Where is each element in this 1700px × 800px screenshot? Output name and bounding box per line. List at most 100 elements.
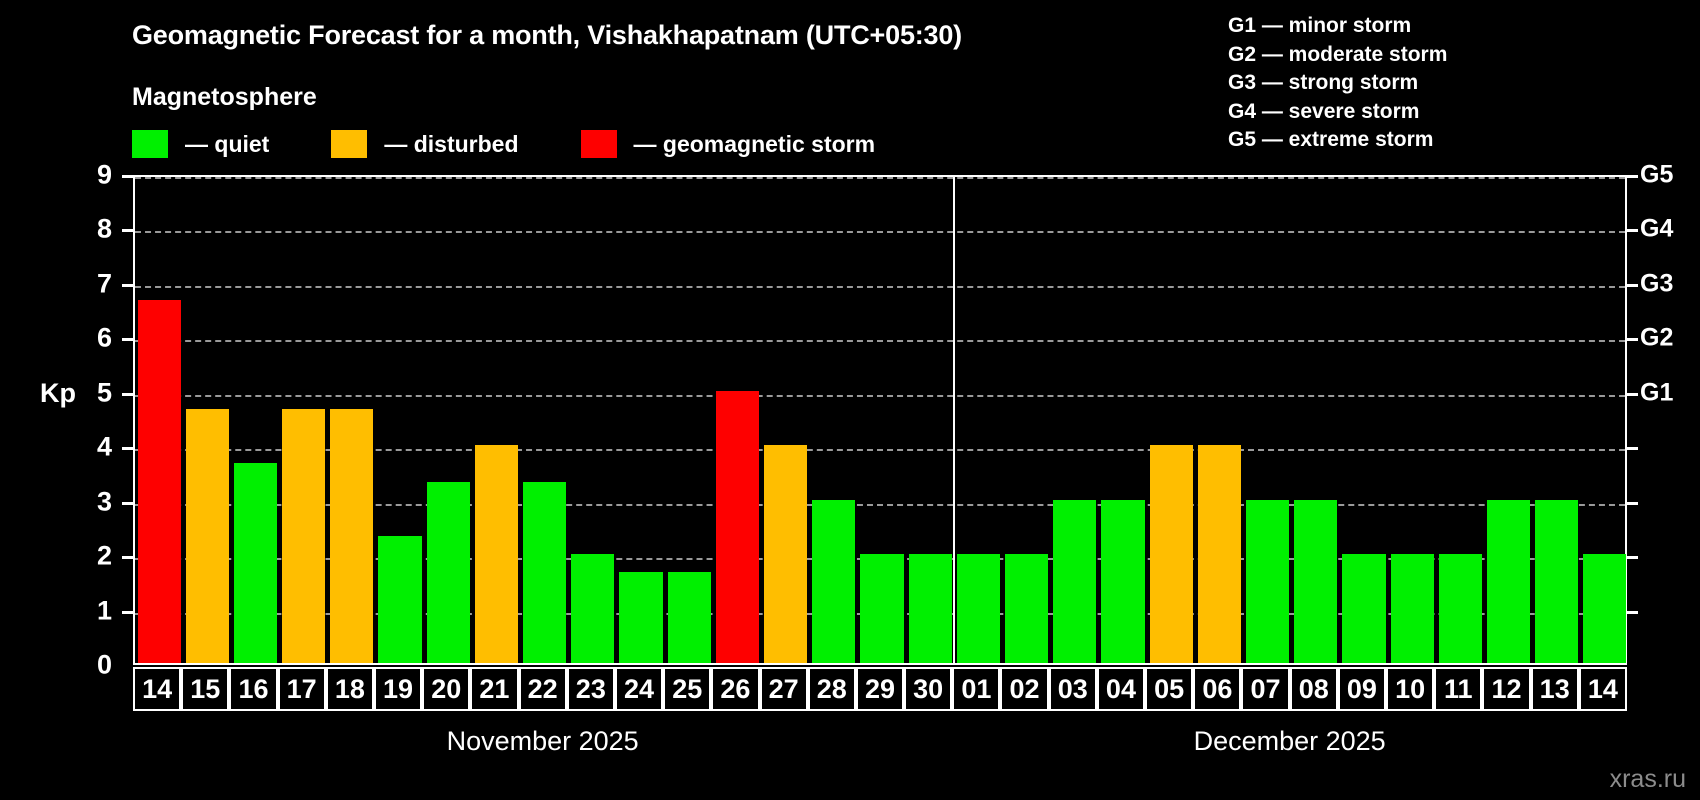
page-title: Geomagnetic Forecast for a month, Vishak…: [132, 20, 962, 50]
bar: [764, 445, 808, 663]
g-axis-label: G3: [1640, 269, 1674, 298]
bar: [812, 499, 856, 663]
day-label-axis: 14 15 16 17 18 19 20 21 22 23 24 25 26 27 28 29 30 01 02 03…: [133, 667, 1627, 711]
y-axis-title: Kp: [40, 378, 76, 408]
bar: [1245, 499, 1290, 663]
day-label: 12: [1482, 667, 1531, 711]
bar: [667, 572, 711, 663]
day-label: 13: [1530, 667, 1579, 711]
bar: [1004, 554, 1049, 663]
bar: [1486, 499, 1531, 663]
bar: [1535, 499, 1579, 663]
day-label: 16: [229, 667, 278, 711]
legend-item: — quiet: [132, 130, 269, 158]
bar: [1390, 554, 1434, 663]
gridline: [135, 231, 1625, 234]
g-tick-mark: [1627, 392, 1638, 396]
legend-item-label: — quiet: [185, 130, 270, 157]
bars-layer: [135, 177, 1627, 663]
day-label: 27: [759, 667, 808, 711]
gscale-legend-line: G3 — strong storm: [1228, 71, 1419, 95]
y-axis-tick-label: 3: [96, 486, 112, 517]
day-label: 18: [325, 667, 374, 711]
g-axis-label: G2: [1640, 323, 1674, 352]
gridline: [135, 394, 1625, 397]
bar: [1342, 554, 1386, 663]
y-tick-mark: [122, 501, 133, 505]
day-label: 08: [1289, 667, 1338, 711]
bar: [1053, 499, 1097, 663]
month-caption: November 2025: [446, 726, 639, 756]
y-tick-mark: [122, 283, 133, 287]
bar: [137, 299, 181, 663]
bar: [1197, 445, 1241, 663]
gridline: [135, 449, 1625, 452]
day-label: 05: [1145, 667, 1194, 711]
y-tick-mark: [122, 175, 133, 178]
day-label: 04: [1096, 667, 1146, 711]
y-tick-mark: [122, 556, 133, 560]
gscale-legend-line: G1 — minor storm: [1228, 14, 1412, 37]
gridline: [135, 340, 1625, 343]
g-axis-label: G5: [1640, 160, 1674, 189]
legend-heading: Magnetosphere: [132, 83, 317, 111]
g-axis-label: G1: [1640, 378, 1674, 407]
y-axis-tick-label: 8: [96, 213, 112, 244]
g-tick-mark: [1627, 501, 1638, 505]
gridline: [135, 177, 1625, 179]
day-label: 30: [904, 667, 953, 711]
month-divider: [953, 177, 956, 663]
bar: [426, 481, 470, 663]
y-tick-mark: [122, 447, 133, 451]
day-label: 26: [711, 667, 760, 711]
bar: [1294, 499, 1338, 663]
day-label: 01: [952, 667, 1001, 711]
day-label: 14: [1578, 667, 1627, 711]
day-label: 14: [133, 667, 182, 711]
legend-swatch-icon: [580, 130, 617, 158]
g-tick-mark: [1627, 610, 1638, 614]
y-axis-tick-label: 6: [96, 322, 112, 353]
day-label: 07: [1241, 667, 1290, 711]
day-label: 09: [1337, 667, 1387, 711]
bar: [1101, 499, 1145, 663]
day-label: 06: [1193, 667, 1242, 711]
gscale-legend-line: G5 — extreme storm: [1228, 128, 1434, 152]
gridline: [135, 503, 1625, 506]
g-axis-label: G4: [1640, 214, 1674, 243]
y-axis-tick-label: 1: [96, 595, 112, 626]
month-caption: December 2025: [1193, 726, 1386, 756]
legend-item: — geomagnetic storm: [580, 130, 876, 158]
y-axis-tick-label: 2: [96, 540, 112, 571]
day-label: 10: [1386, 667, 1435, 711]
day-label: 28: [807, 667, 856, 711]
legend-item-label: — disturbed: [384, 130, 519, 157]
day-label: 29: [855, 667, 905, 711]
day-label: 19: [373, 667, 423, 711]
day-label: 24: [614, 667, 664, 711]
bar: [378, 536, 422, 663]
g-tick-mark: [1627, 283, 1638, 287]
g-tick-mark: [1627, 556, 1638, 560]
day-label: 11: [1434, 667, 1483, 711]
bar: [1149, 445, 1193, 663]
day-label: 22: [518, 667, 567, 711]
day-label: 17: [277, 667, 326, 711]
legend-swatch-icon: [331, 130, 368, 158]
day-label: 23: [566, 667, 615, 711]
bar: [474, 445, 519, 663]
watermark: xras.ru: [1609, 765, 1686, 793]
bar: [1583, 554, 1627, 663]
bar: [282, 408, 326, 663]
bar: [185, 408, 229, 663]
bar: [619, 572, 663, 663]
y-tick-mark: [122, 338, 133, 342]
legend-item-label: — geomagnetic storm: [633, 130, 876, 157]
magnetosphere-legend: — quiet — disturbed — geomagnetic storm: [132, 130, 875, 158]
bar: [1438, 554, 1482, 663]
bar: [330, 408, 374, 663]
day-label: 25: [663, 667, 712, 711]
g-tick-mark: [1627, 338, 1638, 342]
day-label: 21: [470, 667, 519, 711]
